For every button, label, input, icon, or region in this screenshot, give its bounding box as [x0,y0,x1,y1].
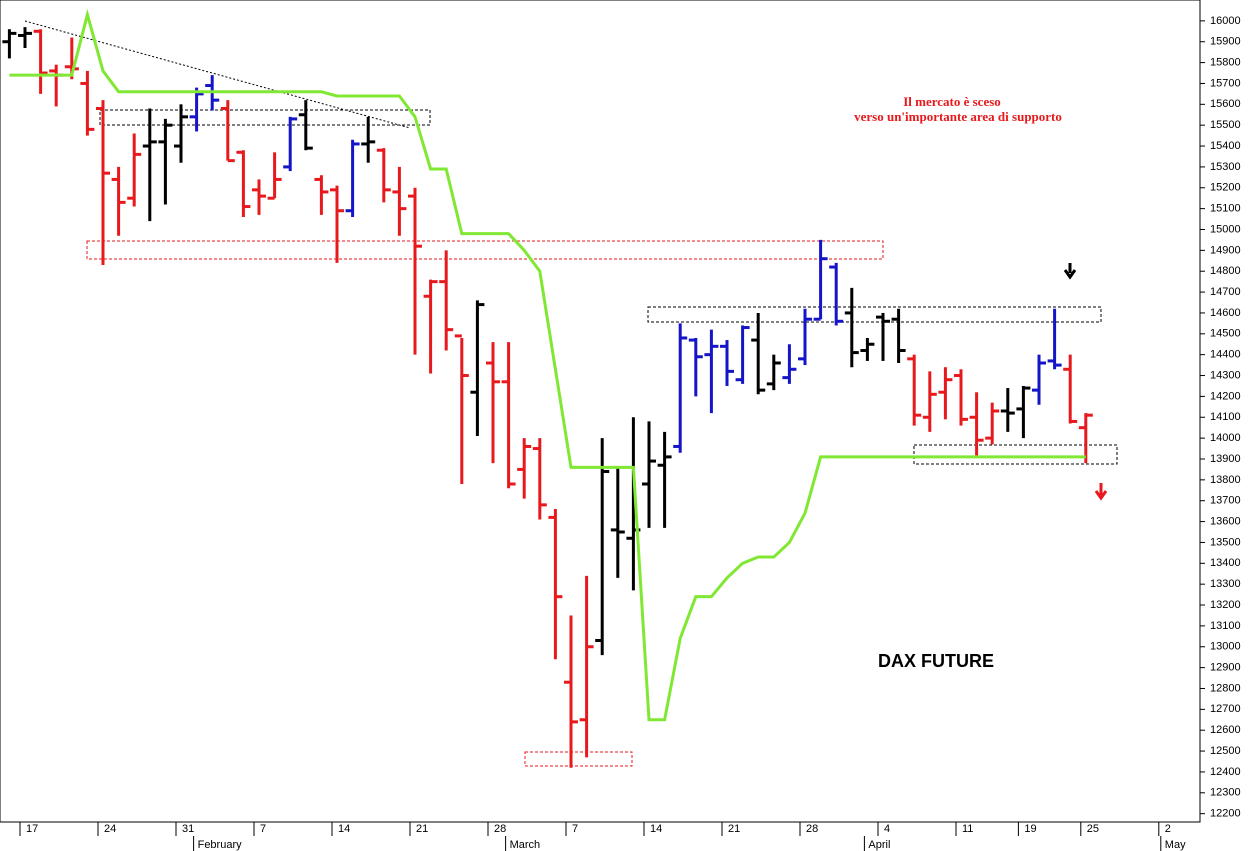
line [9,8,1086,722]
plot-area [0,0,1201,823]
arrow [1094,483,1108,501]
y-tick-label: 13900 [1210,453,1241,465]
month-label: April [868,839,890,851]
y-tick-label: 12200 [1210,808,1241,820]
month-label: February [198,839,243,851]
y-tick-label: 15500 [1210,119,1241,131]
x-tick-label: 14 [650,823,662,835]
y-tick-label: 14100 [1210,411,1241,423]
y-tick-label: 15300 [1210,161,1241,173]
annotation: Il mercato è sceso [903,94,1001,109]
x-tick-label: 7 [572,823,578,835]
y-tick-label: 15000 [1210,223,1241,235]
y-tick-label: 16000 [1210,15,1241,27]
x-tick-label: 24 [104,823,116,835]
y-tick-label: 15700 [1210,77,1241,89]
x-tick-label: 17 [26,823,38,835]
y-tick-label: 12300 [1210,787,1241,799]
y-tick-label: 15400 [1210,140,1241,152]
x-tick-label: 4 [884,823,890,835]
x-tick-label: 21 [416,823,428,835]
y-tick-label: 13100 [1210,620,1241,632]
x-tick-label: 19 [1024,823,1036,835]
y-tick-label: 14300 [1210,369,1241,381]
y-tick-label: 15200 [1210,182,1241,194]
y-tick-label: 13200 [1210,599,1241,611]
x-tick-label: 21 [728,823,740,835]
zone [99,109,431,126]
y-tick-label: 13300 [1210,578,1241,590]
y-tick-label: 15800 [1210,56,1241,68]
zone [647,306,1102,323]
y-tick-label: 14700 [1210,286,1241,298]
y-tick-label: 13000 [1210,641,1241,653]
chart-label: DAX FUTURE [878,651,994,671]
arrow [1063,263,1077,280]
x-tick-label: 14 [338,823,350,835]
marks [2,8,1093,768]
month-label: March [510,839,541,851]
y-tick-label: 14600 [1210,307,1241,319]
y-tick-label: 14900 [1210,244,1241,256]
y-tick-label: 15600 [1210,98,1241,110]
y-tick-label: 15100 [1210,203,1241,215]
y-tick-label: 12600 [1210,724,1241,736]
y-tick-label: 13400 [1210,557,1241,569]
zone [86,240,884,260]
y-tick-label: 12400 [1210,766,1241,778]
month-label: May [1165,839,1186,851]
y-tick-label: 14400 [1210,349,1241,361]
x-tick-label: 28 [494,823,506,835]
y-tick-label: 14500 [1210,328,1241,340]
y-tick-label: 15900 [1210,36,1241,48]
x-tick-label: 25 [1087,823,1099,835]
zone [524,751,633,767]
y-tick-label: 13500 [1210,536,1241,548]
y-tick-label: 14000 [1210,432,1241,444]
x-tick-label: 7 [260,823,266,835]
x-tick-label: 11 [962,823,973,835]
x-tick-label: 28 [806,823,818,835]
zone [913,444,1118,465]
x-tick-label: 31 [182,823,194,835]
annotation: verso un'importante area di supporto [854,109,1062,124]
x-tick-label: 2 [1165,823,1171,835]
y-tick-label: 12900 [1210,662,1241,674]
y-tick-label: 13600 [1210,515,1241,527]
y-tick-label: 12800 [1210,682,1241,694]
y-tick-label: 12700 [1210,703,1241,715]
y-tick-label: 12500 [1210,745,1241,757]
y-tick-label: 13800 [1210,474,1241,486]
y-tick-label: 14200 [1210,390,1241,402]
y-tick-label: 14800 [1210,265,1241,277]
y-tick-label: 13700 [1210,495,1241,507]
